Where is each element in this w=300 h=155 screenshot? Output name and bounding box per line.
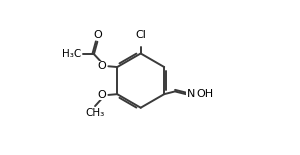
Text: O: O: [93, 30, 102, 40]
Text: O: O: [97, 90, 106, 100]
Text: N: N: [187, 89, 195, 99]
Text: Cl: Cl: [135, 30, 146, 40]
Text: CH₃: CH₃: [85, 108, 105, 118]
Text: H₃C: H₃C: [62, 49, 82, 59]
Text: OH: OH: [197, 89, 214, 99]
Text: O: O: [97, 61, 106, 71]
